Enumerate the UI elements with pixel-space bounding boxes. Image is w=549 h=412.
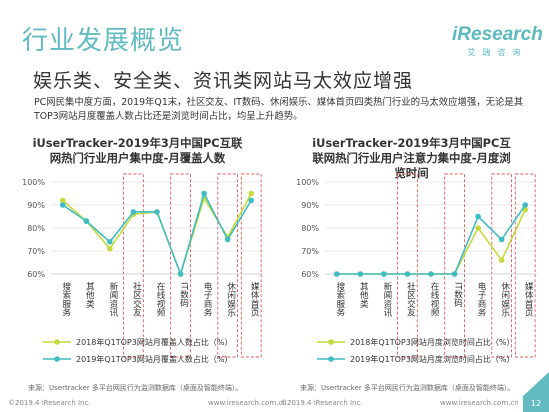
legend-label: 2019年Q1TOP3网站月度浏览时间占比（%） bbox=[350, 354, 514, 364]
data-point bbox=[498, 236, 505, 243]
data-point bbox=[428, 271, 434, 277]
x-tick-label: 休闲娱乐 bbox=[500, 281, 510, 317]
data-point bbox=[201, 190, 207, 197]
x-tick-label: 电子商务 bbox=[202, 281, 212, 318]
y-tick-label: 80% bbox=[27, 224, 45, 233]
logo-brand: iResearch bbox=[452, 24, 543, 45]
y-tick-label: 70% bbox=[301, 247, 319, 256]
data-point bbox=[83, 218, 90, 224]
page-subtitle: 娱乐类、安全类、资讯类网站马太效应增强 bbox=[33, 70, 414, 92]
series-line bbox=[62, 191, 252, 277]
chart-title: iUserTracker-2019年3月中国PC互联网热门行业用户集中度-月覆盖… bbox=[32, 136, 243, 165]
chart-coverage-svg: 60% 70% 80% 90% 100% 搜索服务 其他类 新闻资讯 社区交友 在线视频 IT数码 电… bbox=[22, 173, 263, 364]
highlight-box bbox=[491, 173, 513, 358]
data-point bbox=[522, 202, 529, 208]
website-left: www.iresearch.com.cn bbox=[208, 399, 287, 407]
y-tick-label: 80% bbox=[301, 224, 319, 233]
data-point bbox=[333, 271, 340, 277]
highlight-box bbox=[397, 173, 418, 358]
copyright-right: ©2019.4 iResearch Inc. bbox=[280, 399, 363, 407]
x-tick-label: 搜索服务 bbox=[335, 281, 345, 318]
x-tick-label: 新闻资讯 bbox=[382, 281, 392, 318]
corner-decoration bbox=[523, 372, 549, 396]
x-tick-label: 新闻资讯 bbox=[108, 281, 118, 318]
legend-label: 2019年Q1TOP3网站月覆盖人数占比（%） bbox=[76, 354, 232, 364]
highlight-box bbox=[240, 173, 262, 358]
y-tick-label: 90% bbox=[27, 201, 45, 210]
y-tick-label: 60% bbox=[27, 270, 45, 279]
data-point bbox=[475, 225, 481, 231]
copyright-left: ©2019.4 iResearch Inc. bbox=[8, 399, 91, 407]
legend-marker bbox=[328, 339, 334, 345]
x-tick-label: 其他类 bbox=[84, 282, 94, 309]
x-tick-label: 在线视频 bbox=[155, 281, 165, 318]
y-tick-label: 70% bbox=[27, 247, 45, 256]
x-tick-label: 媒体首页 bbox=[523, 282, 533, 318]
legend-label: 2018年Q1TOP3网站月度浏览时间占比（%） bbox=[350, 337, 514, 347]
x-tick-label: 在线视频 bbox=[429, 281, 439, 318]
chart-coverage: iUserTracker-2019年3月中国PC互联网热门行业用户集中度-月覆盖… bbox=[5, 132, 270, 387]
logo-brand-cn: 艾瑞咨询 bbox=[467, 48, 528, 57]
source-note-right: 来源：Usertracker 多平台网民行为监测数据库（桌面及智能终端）。 bbox=[300, 384, 515, 392]
legend-marker bbox=[328, 356, 334, 362]
website-right: www.iresearch.com.cn bbox=[440, 399, 519, 407]
y-tick-label: 90% bbox=[301, 201, 319, 210]
series-line bbox=[336, 209, 526, 275]
legend-marker bbox=[54, 339, 60, 345]
highlight-box bbox=[123, 173, 144, 358]
legend-marker bbox=[54, 356, 60, 362]
iresearch-logo: iResearch 艾瑞咨询 bbox=[452, 24, 543, 58]
y-tick-label: 100% bbox=[22, 178, 45, 187]
highlight-box bbox=[170, 173, 191, 358]
series-line bbox=[62, 193, 252, 277]
x-tick-label: 电子商务 bbox=[476, 281, 486, 318]
page-number: 12 bbox=[523, 396, 549, 412]
data-point bbox=[404, 271, 411, 277]
source-note-left: 来源：Usertracker 多平台网民行为监测数据库（桌面及智能终端）。 bbox=[28, 384, 243, 392]
chart-browse-time-svg: 60% 70% 80% 90% 100% 搜索服务 其他类 新闻资讯 社区交友 在线视频 IT数码 电… bbox=[296, 173, 537, 364]
data-point bbox=[59, 197, 66, 204]
x-tick-label: 其他类 bbox=[358, 282, 368, 309]
description-text: PC网民集中度方面，2019年Q1末，社区交友、IT数码、休闲娱乐、媒体首页四类… bbox=[34, 97, 524, 122]
data-point bbox=[357, 271, 364, 277]
chart-browse-time: iUserTracker-2019年3月中国PC互联网热门行业用户注意力集中度-… bbox=[279, 132, 544, 387]
x-tick-label: 休闲娱乐 bbox=[226, 281, 236, 317]
data-point bbox=[451, 271, 458, 277]
x-tick-label: IT数码 bbox=[179, 282, 189, 308]
legend-label: 2018年Q1TOP3网站月覆盖人数占比（%） bbox=[76, 337, 232, 347]
data-point bbox=[130, 209, 137, 215]
data-point bbox=[248, 190, 255, 197]
y-tick-label: 60% bbox=[301, 270, 319, 279]
data-point bbox=[475, 213, 481, 220]
x-tick-label: 社区交友 bbox=[405, 281, 415, 318]
data-point bbox=[177, 271, 184, 277]
series-line bbox=[336, 204, 526, 275]
x-tick-label: IT数码 bbox=[453, 282, 463, 308]
x-tick-label: 媒体首页 bbox=[249, 282, 259, 318]
data-point bbox=[498, 257, 505, 263]
y-tick-label: 100% bbox=[296, 178, 319, 187]
data-point bbox=[59, 202, 66, 208]
data-point bbox=[154, 209, 160, 215]
highlight-box bbox=[217, 173, 239, 358]
data-point bbox=[107, 245, 113, 252]
highlight-box bbox=[444, 173, 465, 358]
data-point bbox=[224, 236, 231, 243]
data-point bbox=[107, 239, 113, 245]
page-title: 行业发展概览 bbox=[22, 26, 185, 56]
data-point bbox=[381, 271, 387, 277]
data-point bbox=[248, 197, 255, 204]
x-tick-label: 社区交友 bbox=[131, 281, 141, 318]
highlight-box bbox=[514, 173, 536, 358]
chart-title: iUserTracker-2019年3月中国PC互联网热门行业用户注意力集中度-… bbox=[312, 136, 511, 180]
x-tick-label: 搜索服务 bbox=[61, 281, 71, 318]
